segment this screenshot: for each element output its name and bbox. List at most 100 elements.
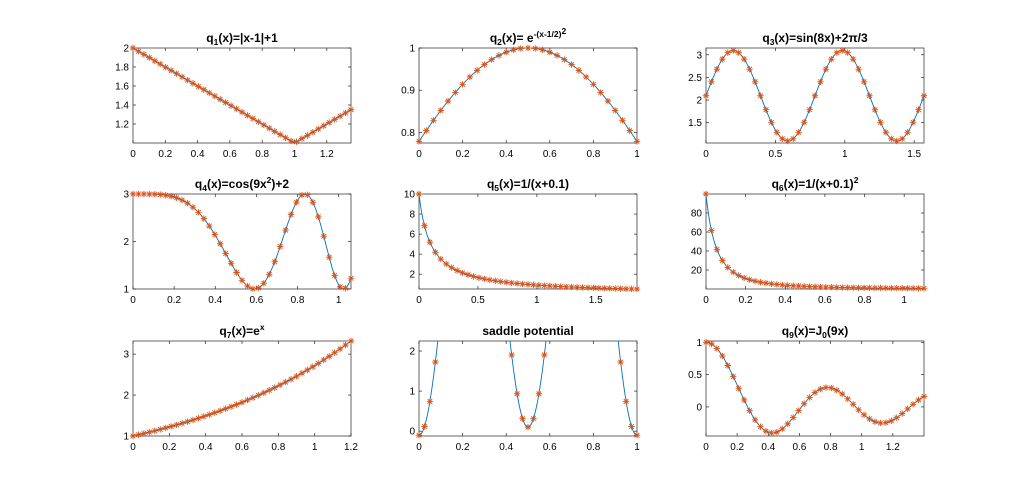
axes-box <box>705 193 925 290</box>
data-point <box>260 280 267 287</box>
data-point <box>622 285 630 293</box>
data-point <box>604 97 612 105</box>
data-point <box>206 89 213 97</box>
data-point <box>129 432 137 440</box>
subplot-title: q2(x)= e-(x-1/2)2 <box>490 26 567 47</box>
data-point <box>568 61 575 68</box>
data-point <box>298 369 306 377</box>
data-point <box>806 394 813 401</box>
data-point <box>795 282 802 290</box>
data-point <box>746 407 753 414</box>
data-point <box>860 78 868 85</box>
data-point <box>702 92 710 99</box>
y-tick-label: 3 <box>123 190 129 201</box>
data-point <box>282 134 289 141</box>
data-point <box>426 398 434 405</box>
data-point <box>336 283 344 291</box>
subplot-title: q6(x)=1/(x+0.1)2 <box>772 175 859 193</box>
x-tick-label: 0.2 <box>158 149 172 160</box>
data-point <box>129 190 137 198</box>
data-point <box>276 381 284 389</box>
data-point <box>746 276 753 283</box>
data-point <box>617 285 624 292</box>
subplot-q7: 0 0.2 0.4 0.6 0.8 1 1.2 1 2 3 q7(x)=ex <box>123 322 358 453</box>
data-point <box>233 105 240 113</box>
x-tick-label: 0.8 <box>824 442 838 453</box>
data-point <box>233 401 240 408</box>
x-tick-label: 0.6 <box>235 442 249 453</box>
data-point <box>421 222 428 229</box>
data-point <box>882 129 890 136</box>
data-point <box>735 385 742 392</box>
axes-box <box>132 47 352 144</box>
data-point <box>519 415 526 422</box>
x-tick-label: 1.5 <box>907 149 921 160</box>
x-tick-label: 1 <box>292 149 298 160</box>
data-point <box>552 283 559 290</box>
x-tick-label: 0.8 <box>291 295 305 306</box>
data-point <box>464 271 472 278</box>
data-point <box>167 67 175 74</box>
data-point <box>432 358 439 366</box>
data-point <box>524 423 532 431</box>
y-tick-label: 2.5 <box>688 73 702 84</box>
data-point <box>200 86 208 93</box>
data-point <box>151 57 158 65</box>
data-point <box>582 73 590 81</box>
data-point <box>844 395 851 403</box>
data-point <box>595 284 603 292</box>
y-tick-label: 1.5 <box>688 118 702 129</box>
data-point <box>702 190 710 198</box>
y-tick-label: 1.2 <box>115 120 129 131</box>
data-point <box>503 49 510 56</box>
x-tick-label: 0.2 <box>162 442 176 453</box>
axes-box <box>418 340 638 437</box>
data-point <box>541 282 548 289</box>
data-point <box>189 204 197 211</box>
data-point <box>866 92 873 99</box>
data-point <box>162 64 169 71</box>
data-point <box>195 415 202 422</box>
data-point <box>773 129 781 136</box>
x-tick-label: 0.6 <box>543 442 557 453</box>
subplot-q1: 0 0.2 0.4 0.6 0.8 1 1.2 1.2 1.4 1.6 1.8 2 q1(x)=|x-1… <box>115 31 355 160</box>
data-point <box>415 431 423 439</box>
data-point <box>421 423 428 430</box>
data-point <box>904 405 911 413</box>
data-point <box>617 358 624 366</box>
data-point <box>255 392 262 399</box>
data-point <box>519 280 526 288</box>
data-point <box>849 55 857 63</box>
y-tick-label: 6 <box>409 230 415 241</box>
data-point <box>800 400 808 407</box>
y-tick-label: 1 <box>409 44 415 55</box>
data-point <box>342 341 349 349</box>
data-point <box>541 351 548 359</box>
data-point <box>762 427 770 435</box>
x-tick-label: 0.8 <box>271 442 285 453</box>
y-tick-label: 60 <box>691 228 703 239</box>
data-point <box>795 129 802 136</box>
data-point <box>811 92 819 99</box>
y-tick-label: 2 <box>123 237 129 248</box>
x-tick-label: 0.6 <box>792 442 806 453</box>
x-tick-label: 0.5 <box>471 295 485 306</box>
subplot-q4: 0 0.2 0.4 0.6 0.8 1 1 2 3 q4(x)=cos(9x2)+2 <box>123 175 355 306</box>
data-point <box>432 249 439 256</box>
x-tick-label: 1 <box>312 442 318 453</box>
y-tick-label: 10 <box>404 190 416 201</box>
data-point <box>888 284 895 292</box>
x-tick-label: 0.4 <box>761 442 775 453</box>
data-point <box>244 112 251 119</box>
data-point <box>877 284 884 292</box>
data-point <box>271 128 278 135</box>
x-tick-label: 1 <box>842 149 848 160</box>
data-point <box>342 284 349 292</box>
data-point <box>553 52 561 59</box>
data-point <box>222 99 229 106</box>
data-point <box>315 125 322 133</box>
x-tick-label: 0.8 <box>255 149 269 160</box>
data-point <box>724 362 731 369</box>
data-point <box>342 109 349 117</box>
